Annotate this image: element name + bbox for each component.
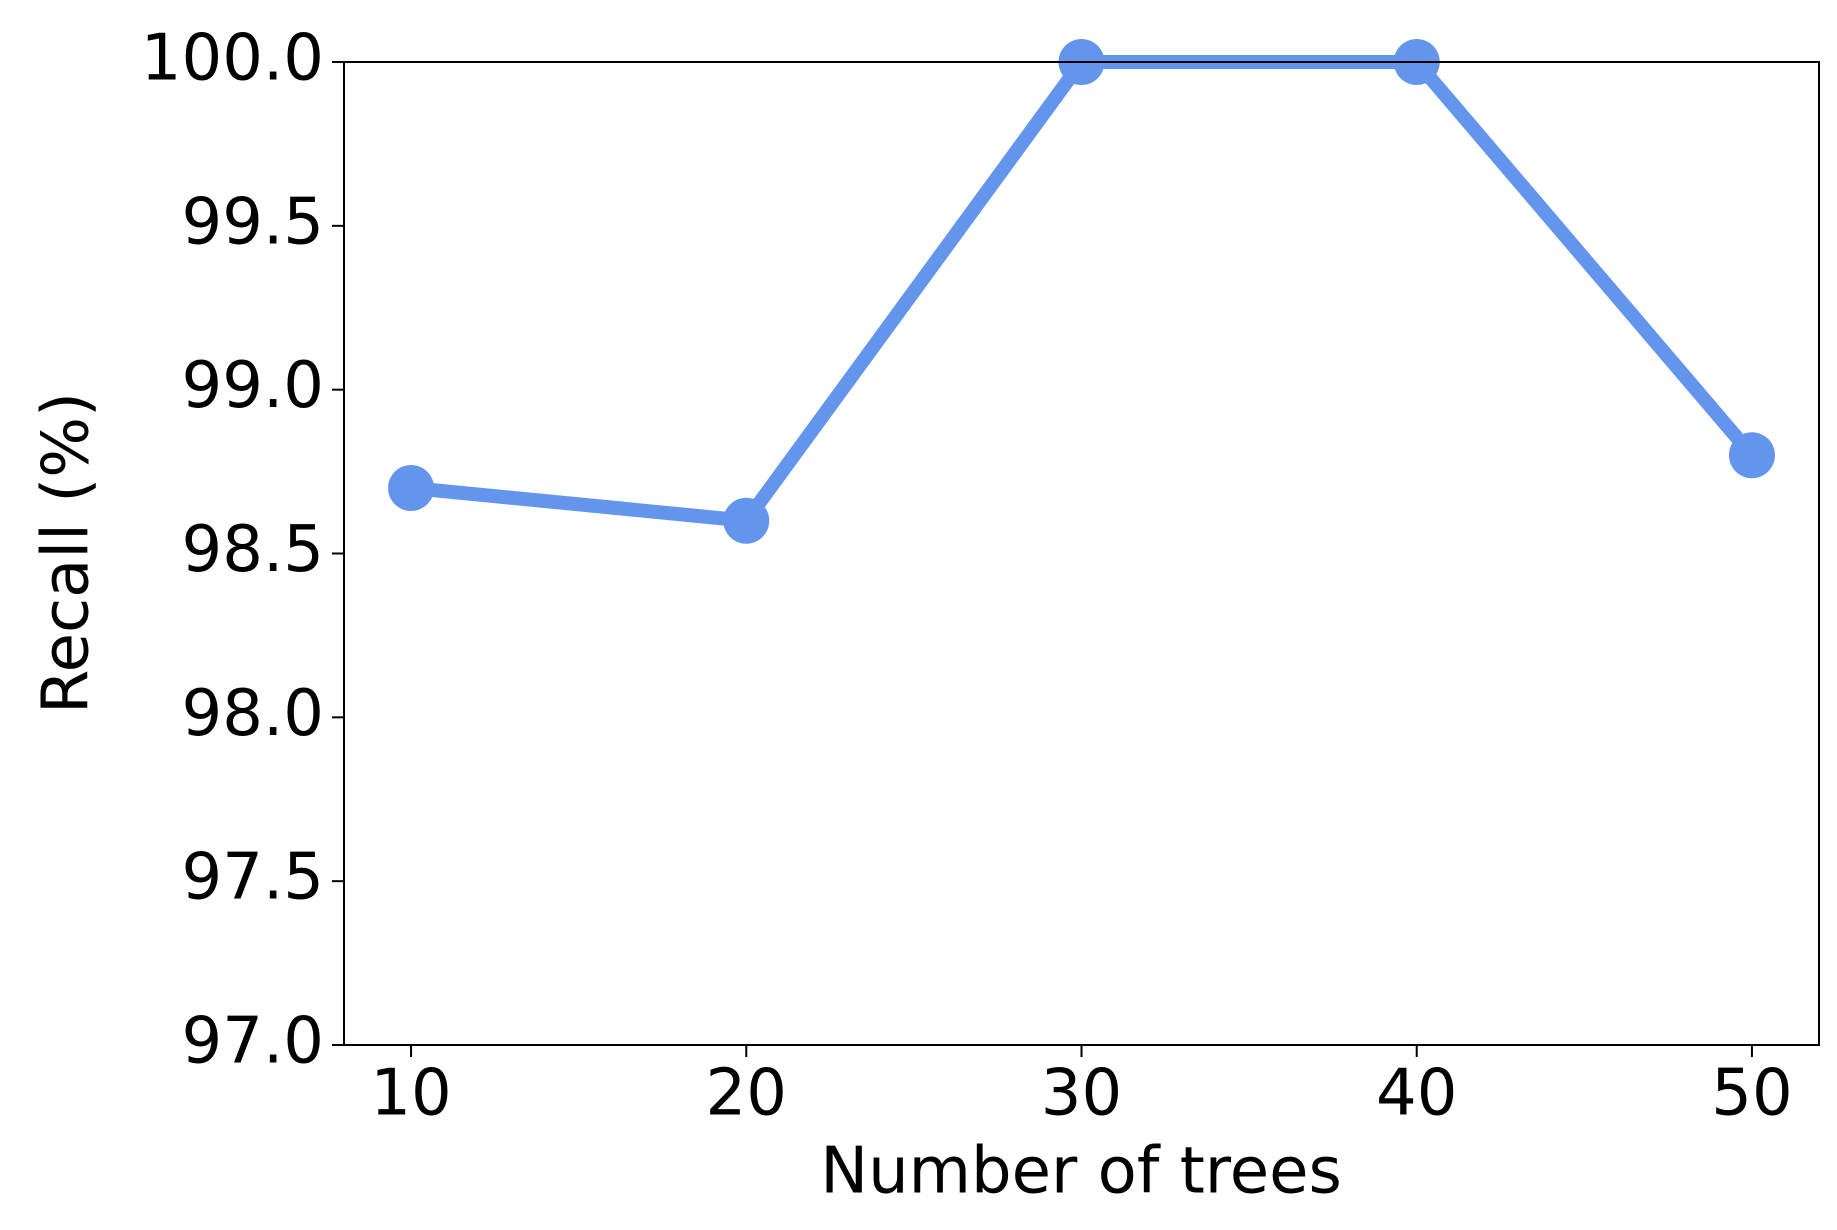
y-tick-label: 100.0 xyxy=(141,22,324,96)
marker xyxy=(723,497,770,544)
y-tick-label: 98.0 xyxy=(182,677,325,751)
y-axis-label: Recall (%) xyxy=(30,392,104,714)
y-tick-label: 97.0 xyxy=(182,1005,325,1079)
marker xyxy=(388,464,435,511)
y-tick-label: 99.0 xyxy=(182,349,325,423)
series-line xyxy=(410,55,1758,528)
x-tick-label: 40 xyxy=(1376,1057,1457,1131)
y-tick-label: 97.5 xyxy=(182,841,325,915)
plot-frame xyxy=(343,61,1820,1046)
x-tick-label: 20 xyxy=(706,1057,787,1131)
y-tick-label: 98.5 xyxy=(182,513,325,587)
x-tick-label: 50 xyxy=(1711,1057,1792,1131)
x-tick-label: 30 xyxy=(1041,1057,1122,1131)
marker xyxy=(1728,432,1775,479)
y-tick-label: 99.5 xyxy=(182,185,325,259)
x-axis-label: Number of trees xyxy=(820,1135,1342,1209)
x-tick-label: 10 xyxy=(370,1057,451,1131)
